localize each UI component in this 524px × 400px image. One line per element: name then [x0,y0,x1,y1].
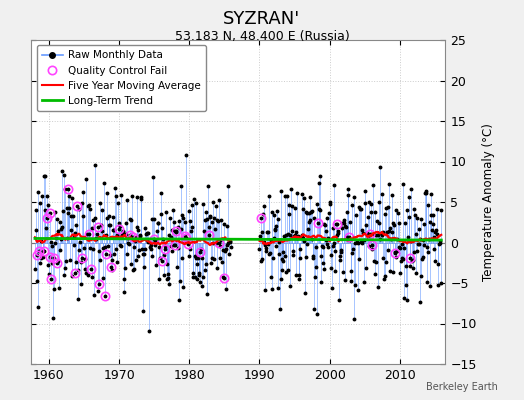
Text: 53.183 N, 48.400 E (Russia): 53.183 N, 48.400 E (Russia) [174,30,350,43]
Text: SYZRAN': SYZRAN' [223,10,301,28]
Legend: Raw Monthly Data, Quality Control Fail, Five Year Moving Average, Long-Term Tren: Raw Monthly Data, Quality Control Fail, … [37,45,206,111]
Text: Berkeley Earth: Berkeley Earth [426,382,498,392]
Y-axis label: Temperature Anomaly (°C): Temperature Anomaly (°C) [482,123,495,281]
